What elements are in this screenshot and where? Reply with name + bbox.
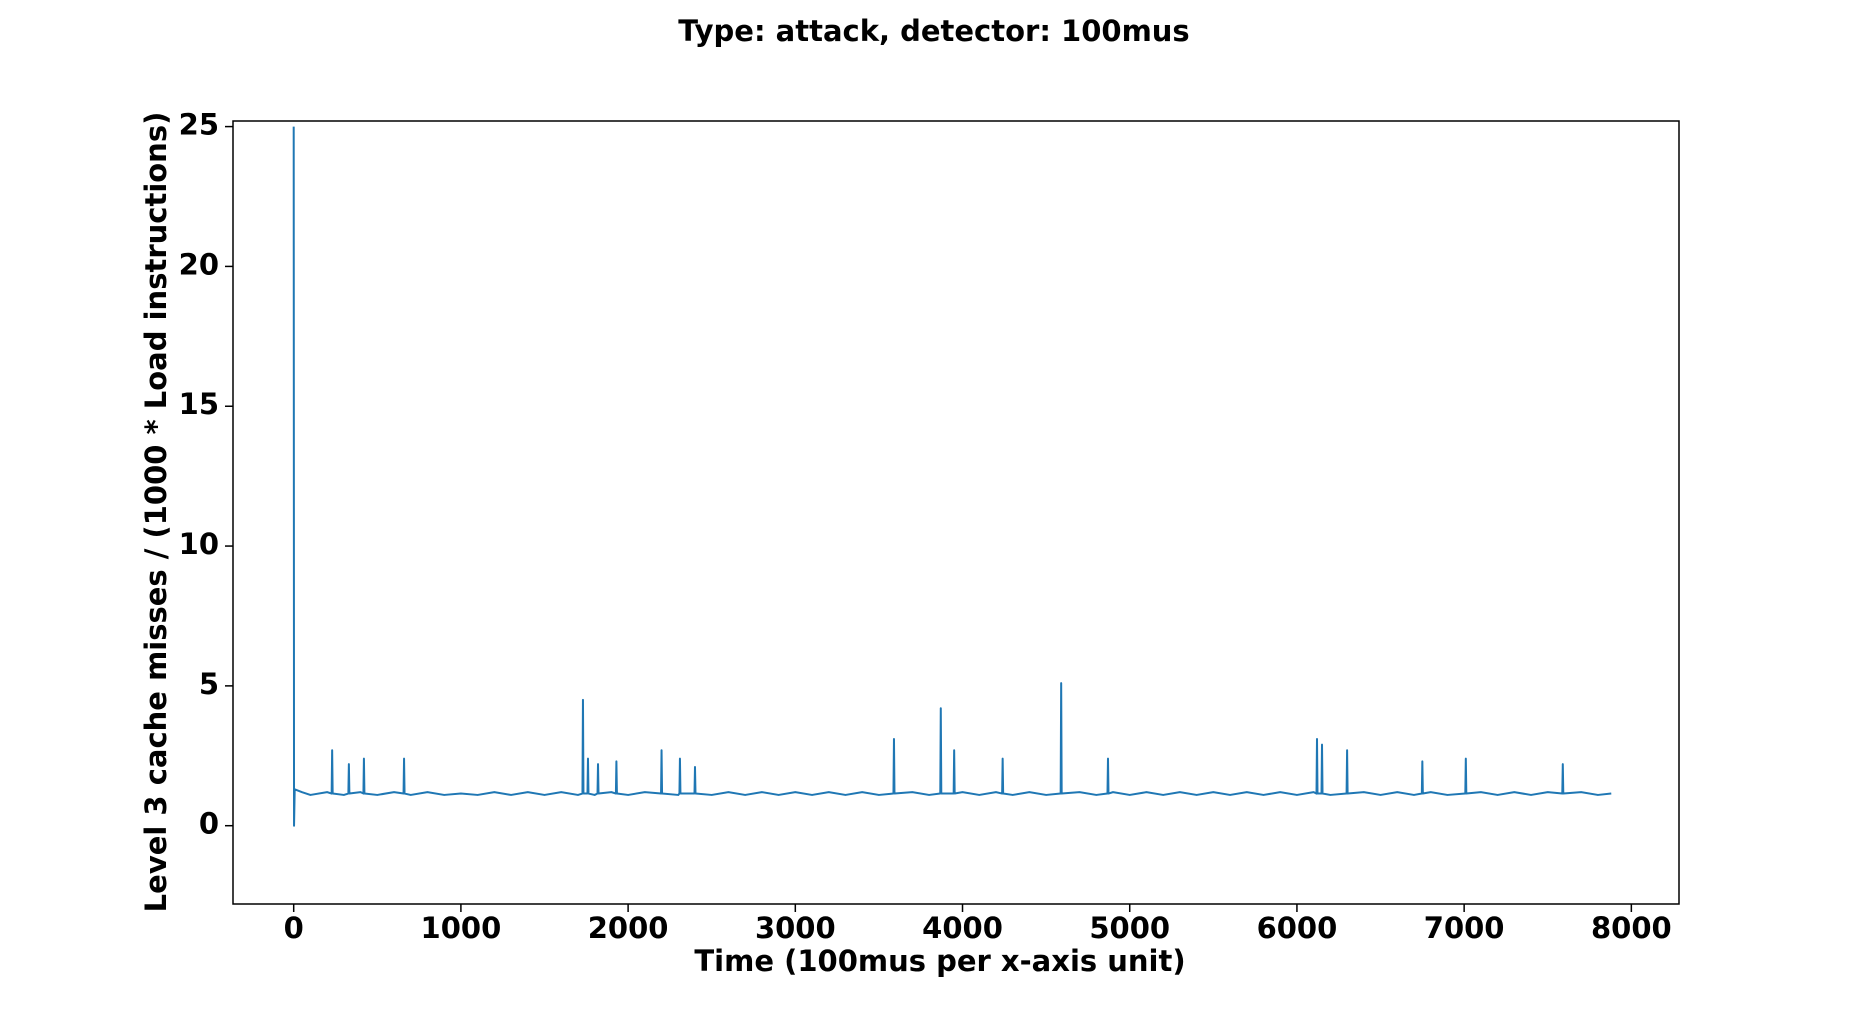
- x-tick-label: 7000: [1424, 911, 1505, 945]
- y-tick-label: 20: [179, 247, 219, 281]
- x-tick-label: 4000: [922, 911, 1003, 945]
- plot-frame: [232, 120, 1680, 905]
- y-axis-label: Level 3 cache misses / (1000 * Load inst…: [139, 112, 173, 913]
- x-tick-label: 1000: [421, 911, 502, 945]
- y-tick-label: 0: [199, 807, 219, 841]
- y-tick-label: 10: [179, 527, 219, 561]
- x-tick-label: 0: [284, 911, 304, 945]
- x-tick-label: 5000: [1089, 911, 1170, 945]
- data-line: [292, 126, 1612, 827]
- x-tick-label: 3000: [755, 911, 836, 945]
- y-tick-label: 5: [199, 667, 219, 701]
- chart-title: Type: attack, detector: 100mus: [678, 14, 1189, 48]
- y-tick-label: 15: [179, 387, 219, 421]
- x-tick-label: 8000: [1591, 911, 1672, 945]
- x-axis-label: Time (100mus per x-axis unit): [694, 944, 1185, 978]
- y-tick-label: 25: [179, 108, 219, 142]
- x-tick-label: 6000: [1257, 911, 1338, 945]
- x-tick-label: 2000: [588, 911, 669, 945]
